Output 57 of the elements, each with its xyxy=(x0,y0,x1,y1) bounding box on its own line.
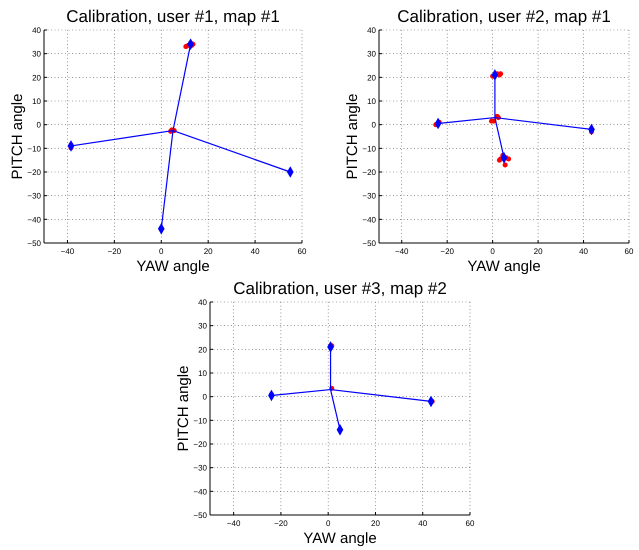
y-tick-label: 40 xyxy=(367,26,377,35)
y-tick-label: 30 xyxy=(198,322,208,331)
x-tick-label: 40 xyxy=(250,247,260,256)
x-axis-title: YAW angle xyxy=(467,258,541,275)
y-tick-label: −30 xyxy=(27,192,42,201)
x-tick-label: 40 xyxy=(418,519,428,528)
chart-title: Calibration, user #3, map #2 xyxy=(233,279,447,298)
y-tick-label: 10 xyxy=(32,97,42,106)
x-tick-label: −20 xyxy=(108,247,122,256)
x-tick-label: −20 xyxy=(274,519,288,528)
y-tick-label: −40 xyxy=(27,215,42,224)
x-axis-title: YAW angle xyxy=(303,530,377,547)
x-tick-label: 40 xyxy=(579,247,589,256)
y-tick-label: −20 xyxy=(193,440,208,449)
y-tick-label: 0 xyxy=(372,120,377,130)
y-tick-label: 40 xyxy=(32,26,42,35)
y-axis-title: PITCH angle xyxy=(175,366,192,452)
y-tick-label: −10 xyxy=(193,416,208,426)
y-tick-label: −50 xyxy=(27,239,42,248)
y-tick-label: −10 xyxy=(362,144,377,154)
y-tick-label: 10 xyxy=(198,369,208,378)
y-tick-label: 10 xyxy=(367,97,377,106)
y-tick-label: 30 xyxy=(367,50,377,59)
y-tick-label: −10 xyxy=(27,144,42,154)
y-tick-label: −20 xyxy=(27,168,42,177)
x-tick-label: 0 xyxy=(326,519,331,528)
x-axis-title: YAW angle xyxy=(136,258,210,275)
chart-title: Calibration, user #1, map #1 xyxy=(66,7,280,26)
x-tick-label: 20 xyxy=(534,247,544,256)
x-tick-label: −40 xyxy=(394,247,410,256)
x-tick-label: 60 xyxy=(624,247,634,256)
x-tick-label: 0 xyxy=(490,247,496,256)
y-tick-label: −30 xyxy=(193,464,208,473)
y-tick-label: 30 xyxy=(32,50,42,59)
y-tick-label: −30 xyxy=(362,192,377,201)
y-tick-label: −40 xyxy=(362,215,377,224)
y-axis-title: PITCH angle xyxy=(344,94,361,180)
x-tick-label: 0 xyxy=(159,247,164,256)
x-tick-label: 20 xyxy=(204,247,214,256)
y-tick-label: 0 xyxy=(36,120,42,130)
x-tick-label: −40 xyxy=(226,519,241,528)
y-tick-label: −20 xyxy=(362,168,377,177)
y-tick-label: 20 xyxy=(32,73,42,82)
y-tick-label: 40 xyxy=(198,298,208,307)
y-tick-label: 0 xyxy=(202,392,208,402)
point xyxy=(502,162,508,168)
y-tick-label: −40 xyxy=(193,487,208,496)
chart-title: Calibration, user #2, map #1 xyxy=(397,7,611,26)
y-tick-label: 20 xyxy=(367,73,377,82)
x-tick-label: 60 xyxy=(298,247,307,256)
y-tick-label: 20 xyxy=(198,345,208,354)
x-tick-label: −20 xyxy=(440,247,455,256)
y-axis-title: PITCH angle xyxy=(9,94,26,180)
x-tick-label: −40 xyxy=(60,247,75,256)
y-tick-label: −50 xyxy=(362,239,377,248)
y-tick-label: −50 xyxy=(193,511,208,520)
x-tick-label: 60 xyxy=(466,519,475,528)
